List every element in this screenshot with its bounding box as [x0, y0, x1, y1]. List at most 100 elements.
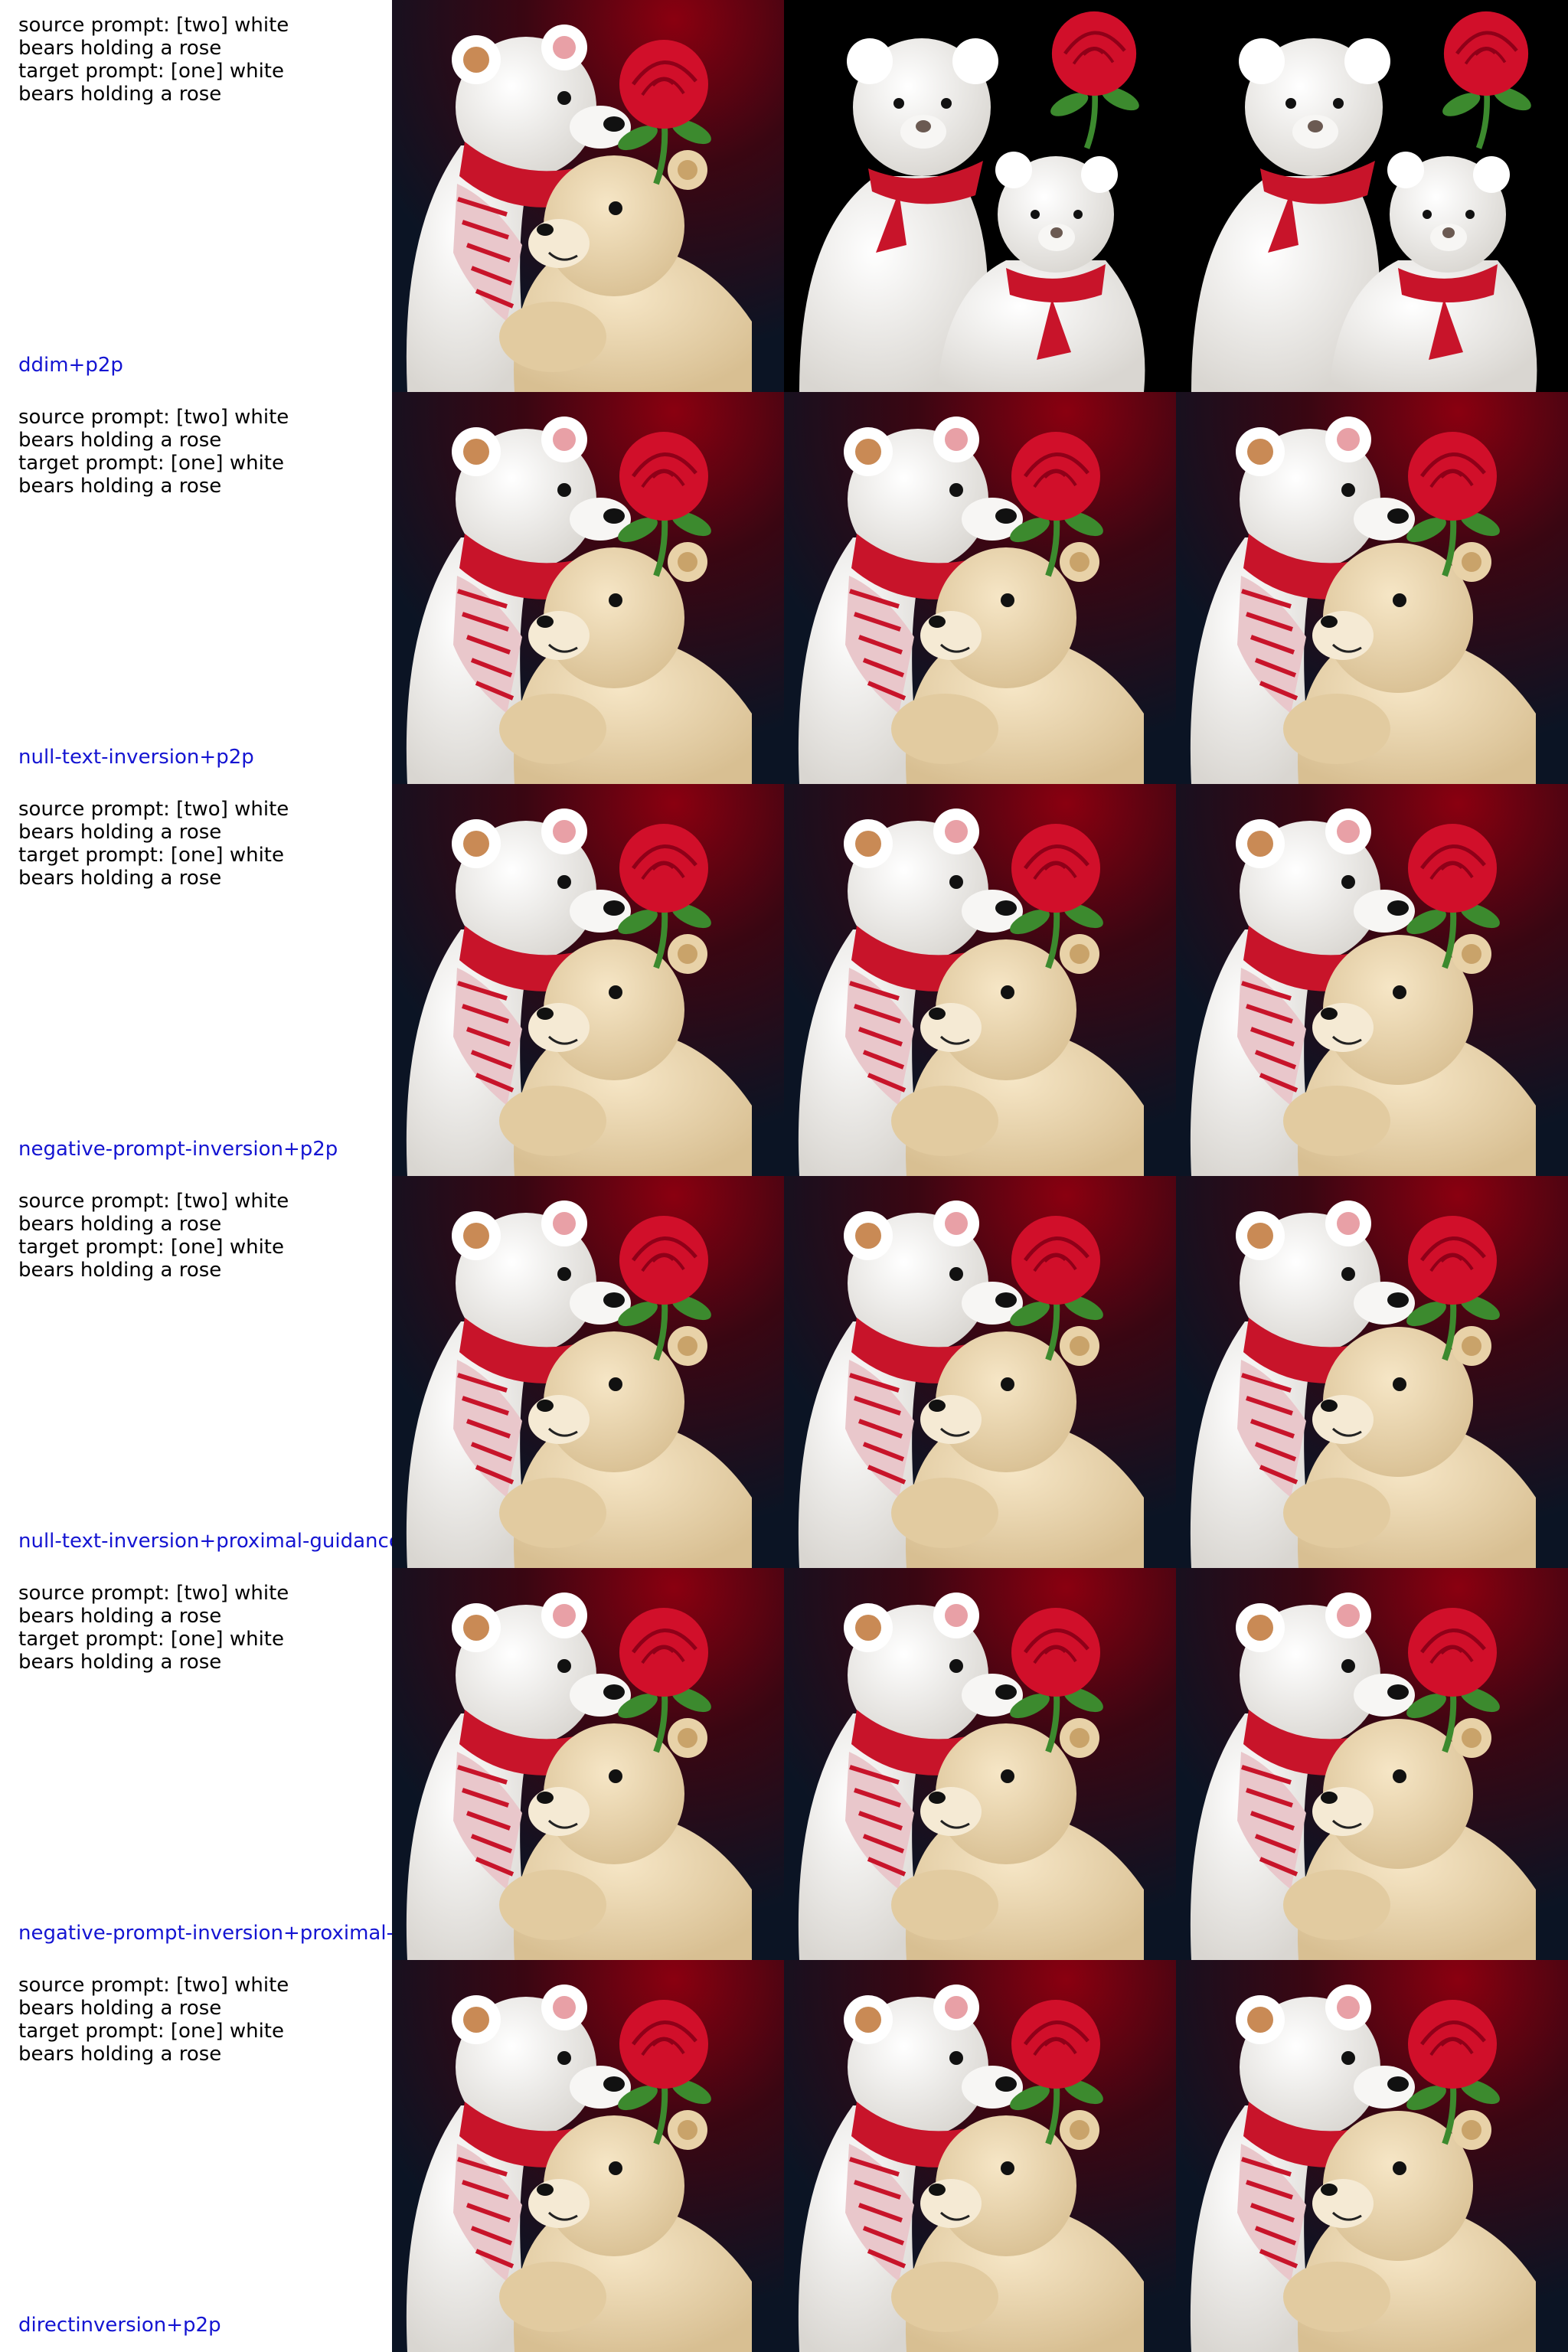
tan-bear [499, 150, 752, 392]
rose [618, 40, 711, 185]
rose [618, 2000, 711, 2145]
target-prompt: target prompt: [one] white bears holding… [18, 60, 291, 106]
bear-illustration [392, 1960, 784, 2352]
tan-bear [1283, 1718, 1536, 1960]
tan-bear [891, 934, 1144, 1176]
tan-bear [499, 1718, 752, 1960]
bear-illustration [1176, 1960, 1568, 2352]
method-name: null-text-inversion+p2p [18, 746, 254, 769]
bear-illustration [1176, 1568, 1568, 1960]
bear-illustration [392, 784, 784, 1176]
rose [1406, 432, 1500, 577]
method-row: source prompt: [two] white bears holding… [0, 784, 1568, 1176]
tan-bear [499, 934, 752, 1176]
rose [1406, 1608, 1500, 1753]
source-image [392, 784, 784, 1176]
tan-bear [891, 1326, 1144, 1568]
source-image [392, 1960, 784, 2352]
rose [618, 1216, 711, 1361]
source-image [392, 0, 784, 392]
bear-illustration [1176, 0, 1568, 392]
method-name: negative-prompt-inversion+p2p [18, 1138, 338, 1161]
source-image [392, 1176, 784, 1568]
method-row: source prompt: [two] white bears holding… [0, 392, 1568, 784]
method-row: source prompt: [two] white bears holding… [0, 1568, 1568, 1960]
edited-image [784, 784, 1176, 1176]
tan-bear [1283, 1326, 1536, 1568]
rose [1050, 11, 1139, 149]
source-prompt: source prompt: [two] white bears holding… [18, 406, 296, 452]
bear-illustration [784, 0, 1176, 392]
rose [618, 824, 711, 969]
rose [1406, 2000, 1500, 2145]
target-prompt: target prompt: [one] white bears holding… [18, 2020, 291, 2066]
edited-image [784, 0, 1176, 392]
method-name: ddim+p2p [18, 354, 123, 377]
target-prompt: target prompt: [one] white bears holding… [18, 844, 291, 890]
rose [1010, 824, 1103, 969]
rose [1010, 432, 1103, 577]
bear-illustration [392, 1568, 784, 1960]
row-label-panel: source prompt: [two] white bears holding… [0, 1176, 392, 1568]
rose [618, 1608, 711, 1753]
edited-image [1176, 0, 1568, 392]
method-name: directinversion+p2p [18, 2314, 221, 2337]
bear-illustration [392, 392, 784, 784]
edited-image [1176, 1568, 1568, 1960]
bear-illustration [784, 1568, 1176, 1960]
method-name: null-text-inversion+proximal-guidance [18, 1530, 392, 1553]
tan-bear [499, 542, 752, 784]
source-prompt: source prompt: [two] white bears holding… [18, 1582, 296, 1628]
row-label-panel: source prompt: [two] white bears holding… [0, 0, 392, 392]
tan-bear [499, 2110, 752, 2352]
target-prompt: target prompt: [one] white bears holding… [18, 1628, 291, 1674]
rose [1442, 11, 1531, 149]
tan-bear [891, 1718, 1144, 1960]
edited-image [784, 392, 1176, 784]
edited-image [1176, 784, 1568, 1176]
source-prompt: source prompt: [two] white bears holding… [18, 1974, 296, 2020]
rose [1010, 2000, 1103, 2145]
row-label-panel: source prompt: [two] white bears holding… [0, 784, 392, 1176]
tan-bear [891, 2110, 1144, 2352]
edited-image [784, 1960, 1176, 2352]
tan-bear [891, 542, 1144, 784]
bear-illustration [392, 0, 784, 392]
bear-illustration [784, 1176, 1176, 1568]
rose [1010, 1608, 1103, 1753]
method-name: negative-prompt-inversion+proximal-guida… [18, 1922, 392, 1945]
edited-image [1176, 392, 1568, 784]
tan-bear [499, 1326, 752, 1568]
bear-illustration [784, 392, 1176, 784]
bear-illustration [784, 784, 1176, 1176]
bear-illustration [1176, 392, 1568, 784]
bear-illustration [392, 1176, 784, 1568]
source-prompt: source prompt: [two] white bears holding… [18, 14, 296, 60]
bear-illustration [1176, 784, 1568, 1176]
prompt-text: source prompt: [two] white bears holding… [18, 1974, 340, 2066]
edited-image [1176, 1176, 1568, 1568]
prompt-text: source prompt: [two] white bears holding… [18, 1190, 340, 1282]
white-bear-small [1329, 152, 1537, 392]
rose [1406, 1216, 1500, 1361]
method-row: source prompt: [two] white bears holding… [0, 1960, 1568, 2352]
row-label-panel: source prompt: [two] white bears holding… [0, 1960, 392, 2352]
source-image [392, 392, 784, 784]
prompt-text: source prompt: [two] white bears holding… [18, 1582, 340, 1674]
edited-image [784, 1568, 1176, 1960]
rose [618, 432, 711, 577]
rose [1010, 1216, 1103, 1361]
edited-image [1176, 1960, 1568, 2352]
row-label-panel: source prompt: [two] white bears holding… [0, 392, 392, 784]
source-prompt: source prompt: [two] white bears holding… [18, 798, 296, 844]
edited-image [784, 1176, 1176, 1568]
row-label-panel: source prompt: [two] white bears holding… [0, 1568, 392, 1960]
target-prompt: target prompt: [one] white bears holding… [18, 1236, 291, 1282]
prompt-text: source prompt: [two] white bears holding… [18, 798, 340, 890]
target-prompt: target prompt: [one] white bears holding… [18, 452, 291, 498]
white-bear-large [799, 38, 998, 392]
method-row: source prompt: [two] white bears holding… [0, 0, 1568, 392]
tan-bear [1283, 934, 1536, 1176]
rose [1406, 824, 1500, 969]
